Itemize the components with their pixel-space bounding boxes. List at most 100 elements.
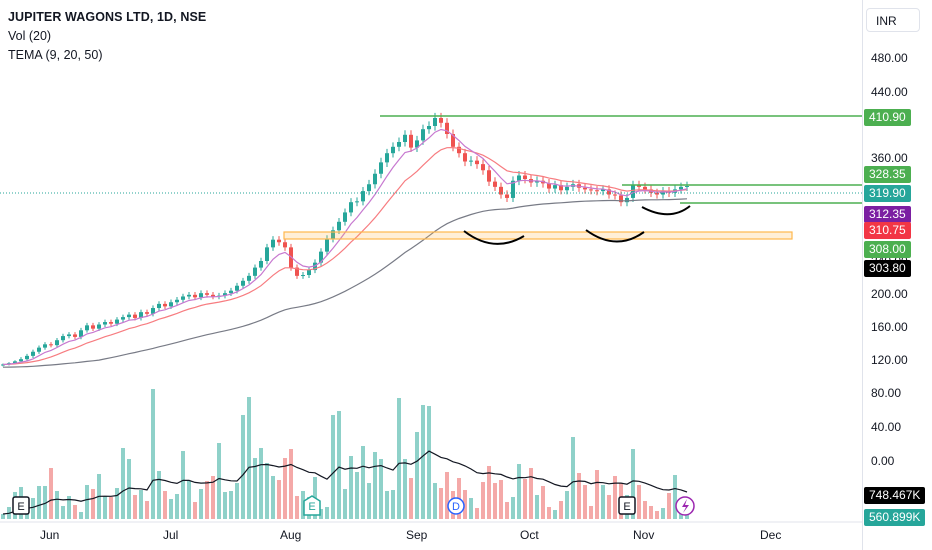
candle-body	[517, 175, 521, 181]
candle-body	[121, 317, 125, 320]
volume-bar	[301, 491, 305, 519]
candle-body	[415, 140, 419, 148]
candle-body	[253, 267, 257, 276]
tema-slow-line	[2, 198, 688, 368]
time-tick-label: Aug	[280, 528, 301, 542]
candle-body	[637, 185, 641, 187]
candle-body	[463, 153, 467, 162]
candle-body	[403, 134, 407, 142]
candle-body	[487, 170, 491, 182]
candle-body	[85, 325, 89, 331]
volume-bar	[217, 443, 221, 519]
price-label-resistance: 410.90	[864, 109, 911, 126]
candle-body	[451, 134, 455, 147]
volume-ma-line	[2, 450, 688, 515]
candle-body	[373, 173, 377, 185]
candle-body	[535, 180, 539, 183]
volume-bar	[199, 489, 203, 519]
indicator-lines	[2, 128, 688, 515]
price-tick-label: 40.00	[871, 420, 901, 434]
volume-bar	[511, 497, 515, 519]
volume-bar	[337, 411, 341, 519]
volume-bar	[667, 493, 671, 519]
candle-body	[457, 146, 461, 154]
volume-bar	[241, 415, 245, 519]
candle-body	[523, 175, 527, 179]
volume-bar	[475, 508, 479, 519]
candle-body	[55, 340, 59, 346]
head-arc[interactable]	[585, 229, 645, 243]
volume-bar	[91, 489, 95, 519]
shoulder-left-arc[interactable]	[463, 230, 525, 245]
volume-bar	[577, 473, 581, 519]
candle-body	[223, 293, 227, 296]
candle-body	[127, 314, 131, 318]
candle-body	[283, 242, 287, 248]
volume-bar	[259, 448, 263, 519]
candle-body	[301, 275, 305, 277]
candle-body	[337, 221, 341, 231]
price-label-tema_mid: 310.75	[864, 222, 911, 239]
volume-bar	[229, 491, 233, 519]
tema-indicator-label[interactable]: TEMA (9, 20, 50)	[8, 48, 103, 62]
volume-bar	[133, 495, 137, 519]
candle-body	[259, 261, 263, 268]
candle-body	[559, 185, 563, 191]
candle-body	[355, 201, 359, 203]
candle-body	[343, 212, 347, 222]
earnings-marker[interactable]	[303, 495, 321, 516]
volume-bar	[523, 479, 527, 519]
volume-bar	[643, 501, 647, 519]
candle-body	[583, 187, 587, 190]
volume-bar	[247, 397, 251, 519]
volume-value-label: 748.467K	[864, 487, 926, 504]
candle-body	[145, 312, 149, 314]
volume-bar	[193, 502, 197, 519]
candle-body	[25, 355, 29, 360]
earnings-marker[interactable]	[12, 496, 30, 515]
volume-indicator-label[interactable]: Vol (20)	[8, 29, 52, 43]
dividend-marker[interactable]	[447, 497, 465, 515]
volume-bar	[361, 446, 365, 519]
candle-body	[19, 359, 23, 362]
candle-body	[421, 129, 425, 141]
volume-bar	[373, 452, 377, 519]
shoulder-right-arc[interactable]	[641, 205, 691, 216]
volume-bar	[439, 488, 443, 519]
volume-bar	[673, 475, 677, 519]
volume-bar	[67, 496, 71, 519]
candle-body	[229, 290, 233, 294]
candle-body	[607, 189, 611, 195]
volume-bar	[115, 488, 119, 519]
candle-body	[367, 184, 371, 192]
candle-body	[565, 186, 569, 191]
volume-bar	[1, 514, 5, 519]
candle-body	[319, 251, 323, 263]
volume-bar	[571, 437, 575, 519]
support-zone[interactable]	[283, 231, 793, 240]
earnings-marker[interactable]	[618, 496, 636, 515]
volume-bar	[109, 497, 113, 519]
volume-bar	[151, 389, 155, 519]
volume-bar	[601, 485, 605, 519]
volume-bar	[595, 470, 599, 519]
candle-body	[385, 153, 389, 163]
volume-bar	[175, 494, 179, 519]
candle-body	[247, 275, 251, 281]
volume-bar	[493, 483, 497, 519]
candle-body	[439, 118, 443, 123]
volume-bar	[421, 405, 425, 519]
symbol-title[interactable]: JUPITER WAGONS LTD, 1D, NSE	[8, 10, 207, 24]
volume-bar	[529, 468, 533, 519]
currency-selector[interactable]: INR	[866, 8, 920, 32]
volume-bar	[613, 476, 617, 519]
volume-bar	[541, 486, 545, 519]
candle-body	[163, 303, 167, 307]
candle-body	[13, 361, 17, 364]
volume-bar	[589, 506, 593, 519]
candle-body	[307, 270, 311, 276]
candle-body	[475, 160, 479, 165]
candle-body	[469, 160, 473, 162]
candle-body	[181, 296, 185, 300]
